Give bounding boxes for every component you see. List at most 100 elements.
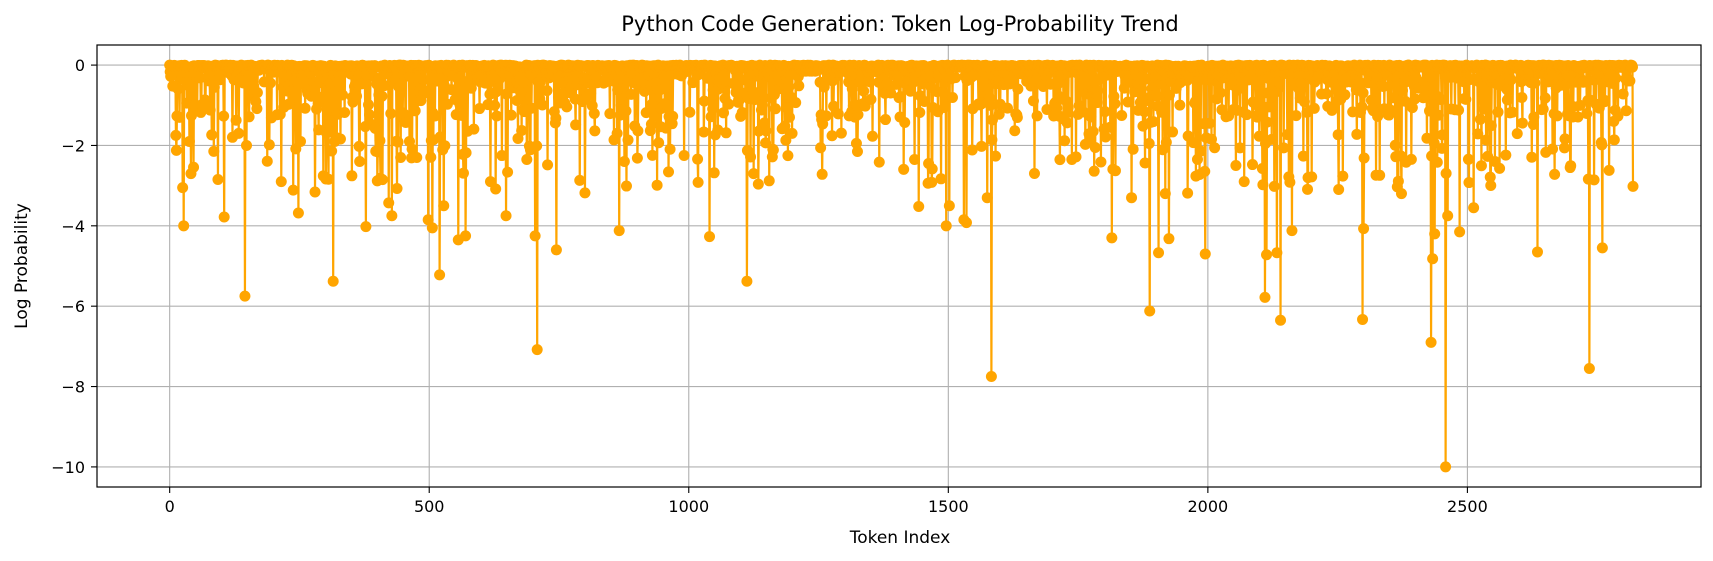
data-point: [288, 91, 300, 103]
data-point: [326, 145, 338, 157]
data-point: [867, 130, 879, 142]
y-tick-label: −2: [61, 136, 85, 155]
data-point: [612, 84, 624, 96]
data-point: [909, 154, 921, 166]
data-point: [531, 344, 543, 356]
data-point: [779, 120, 791, 132]
data-point: [1031, 110, 1043, 122]
data-point: [1432, 109, 1444, 121]
data-point: [439, 140, 451, 152]
data-point: [531, 140, 543, 152]
data-point: [966, 144, 978, 156]
data-point: [400, 117, 412, 129]
data-point: [816, 168, 828, 180]
data-point: [251, 87, 263, 99]
data-point: [489, 99, 501, 111]
data-point: [1500, 149, 1512, 161]
data-point: [1440, 167, 1452, 179]
data-point: [378, 80, 390, 92]
data-point: [793, 80, 805, 92]
data-point: [1539, 92, 1551, 104]
data-point: [985, 371, 997, 382]
data-point: [588, 108, 600, 120]
data-point: [1531, 246, 1543, 258]
data-point: [747, 85, 759, 97]
data-point: [542, 159, 554, 171]
data-point: [1054, 154, 1066, 166]
data-point: [645, 118, 657, 130]
data-point: [214, 74, 226, 86]
data-point: [1174, 99, 1186, 111]
data-point: [1234, 142, 1246, 154]
data-point: [864, 76, 876, 88]
y-tick-label: −8: [61, 378, 85, 397]
data-point: [1332, 129, 1344, 141]
data-point: [1468, 202, 1480, 214]
data-point: [769, 103, 781, 115]
data-point: [782, 150, 794, 162]
data-point: [763, 175, 775, 187]
data-point: [261, 155, 273, 167]
data-point: [818, 81, 830, 93]
data-point: [574, 174, 586, 186]
data-point: [984, 99, 996, 111]
data-point: [752, 178, 764, 190]
data-point: [649, 110, 661, 122]
data-point: [1480, 134, 1492, 146]
data-point: [299, 102, 311, 114]
data-point: [490, 183, 502, 195]
data-point: [178, 220, 190, 232]
data-point: [1442, 210, 1454, 222]
data-point: [1052, 90, 1064, 102]
data-point: [914, 106, 926, 118]
data-point: [851, 145, 863, 157]
data-point: [334, 133, 346, 145]
data-point: [1139, 157, 1151, 169]
data-point: [263, 139, 275, 151]
data-point: [1559, 133, 1571, 145]
data-point: [1027, 95, 1039, 107]
data-point: [1425, 71, 1437, 83]
x-tick-label: 2500: [1447, 497, 1488, 516]
data-point: [183, 135, 195, 147]
data-point: [1365, 94, 1377, 106]
data-point: [1028, 167, 1040, 179]
x-tick-label: 2000: [1188, 497, 1229, 516]
data-point: [327, 275, 339, 287]
data-point: [1460, 93, 1472, 105]
data-point: [1261, 249, 1273, 261]
data-point: [1428, 137, 1440, 149]
data-point: [337, 89, 349, 101]
data-point: [491, 110, 503, 122]
data-point: [1484, 171, 1496, 183]
data-point: [386, 210, 398, 222]
x-tick-label: 1500: [928, 497, 969, 516]
data-point: [640, 107, 652, 119]
data-point: [1388, 92, 1400, 104]
data-point: [1087, 126, 1099, 137]
data-point: [646, 149, 658, 161]
data-point: [243, 111, 255, 123]
y-tick-label: −4: [61, 217, 85, 236]
data-point: [736, 107, 748, 118]
data-point: [733, 94, 745, 106]
data-point: [411, 152, 423, 164]
x-tick-label: 0: [165, 497, 175, 516]
data-point: [692, 153, 704, 165]
data-point: [1397, 85, 1409, 97]
data-point: [292, 207, 304, 219]
data-point: [1356, 101, 1368, 113]
data-point: [1281, 129, 1293, 141]
data-point: [976, 140, 988, 152]
data-point: [1160, 136, 1172, 148]
data-point: [1257, 179, 1269, 191]
data-point: [658, 83, 670, 95]
data-point: [1596, 139, 1608, 151]
data-point: [354, 156, 366, 168]
data-point: [1059, 135, 1071, 147]
data-point: [1395, 188, 1407, 200]
data-point: [1406, 102, 1418, 114]
data-point: [826, 130, 838, 142]
data-point: [1608, 134, 1620, 146]
